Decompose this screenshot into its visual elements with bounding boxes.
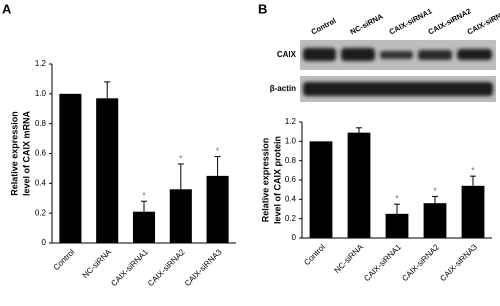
bar	[309, 141, 333, 238]
y-tick-label: 0.8	[285, 156, 297, 165]
blot-lane-label: Control	[310, 16, 338, 36]
significance-label: *	[216, 146, 220, 156]
band	[341, 48, 375, 61]
bar	[461, 185, 485, 238]
y-tick-label: 0.6	[35, 149, 47, 158]
blot-lane-label: CAIX-siRNA2	[427, 6, 473, 36]
panel-label: B	[258, 1, 267, 16]
bar	[385, 213, 409, 238]
y-tick-label: 0.8	[35, 119, 47, 128]
x-tick-label: CAIX-siRNA3	[183, 247, 224, 288]
y-tick-label: 0	[292, 233, 297, 242]
significance-label: *	[433, 186, 437, 196]
x-tick-label: Control	[302, 242, 327, 267]
x-tick-label: NC-siRNA	[81, 247, 114, 280]
band	[418, 50, 452, 60]
blot-lane-label: NC-siRNA	[349, 11, 385, 36]
x-tick-label: CAIX-siRNA2	[146, 247, 187, 288]
y-tick-label: 1.2	[285, 117, 297, 126]
bar	[206, 175, 229, 243]
blot-row-label: CAIX	[277, 50, 297, 59]
x-tick-label: CAIX-siRNA3	[438, 242, 479, 283]
panel-label: A	[2, 1, 12, 16]
western-blot: CAIX β-actin	[270, 40, 496, 102]
x-tick-label: CAIX-siRNA1	[362, 242, 403, 283]
bar	[132, 211, 156, 243]
y-tick-label: 0.2	[285, 214, 297, 223]
blot-lane-label: CAIX-siRNA1	[388, 6, 434, 36]
y-axis-label: Relative expression	[260, 138, 270, 223]
x-tick-label: NC-siRNA	[332, 242, 365, 275]
y-axis-label: level of CAIX protein	[272, 136, 282, 224]
bar	[59, 93, 82, 243]
x-tick-label: CAIX-siRNA2	[400, 242, 441, 283]
y-tick-label: 0.4	[285, 194, 297, 203]
significance-label: *	[142, 191, 146, 201]
significance-label: *	[471, 166, 475, 176]
bar	[96, 98, 119, 243]
band	[457, 49, 492, 60]
band	[303, 82, 493, 96]
y-tick-label: 0.6	[285, 175, 297, 184]
y-tick-label: 0.2	[35, 208, 47, 217]
band	[380, 51, 413, 59]
bar	[423, 203, 447, 238]
y-tick-label: 1.2	[35, 59, 47, 68]
band	[303, 48, 336, 61]
bar	[347, 132, 371, 238]
y-axis-label: level of CAIX mRNA	[21, 110, 31, 196]
significance-label: *	[179, 153, 183, 163]
bar	[169, 189, 192, 243]
y-tick-label: 1.0	[285, 136, 297, 145]
x-tick-label: Control	[52, 247, 77, 272]
y-tick-label: 0.4	[35, 178, 47, 187]
x-tick-label: CAIX-siRNA1	[109, 247, 150, 288]
blot-row-label: β-actin	[270, 84, 296, 93]
y-axis-label: Relative expression	[9, 111, 19, 196]
significance-label: *	[395, 194, 399, 204]
y-tick-label: 0	[42, 238, 47, 247]
blot-lane-label: CAIX-siRNA3	[466, 6, 500, 36]
y-tick-label: 1.0	[35, 89, 47, 98]
